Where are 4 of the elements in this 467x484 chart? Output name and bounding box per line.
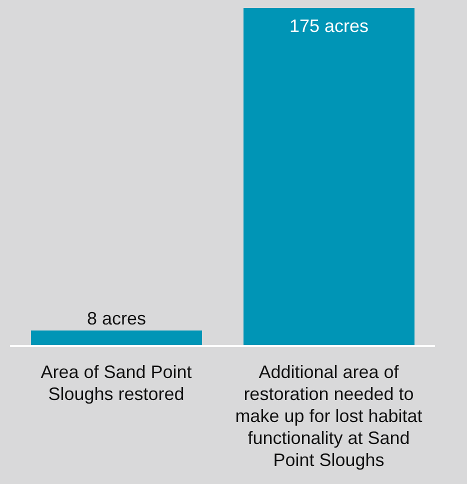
data-label: 8 acres bbox=[86, 308, 146, 329]
x-tick-label: Additional area of restoration needed to make up for lost habitat functionality at Sand Point Sloughs bbox=[235, 362, 422, 470]
data-label: 175 acres bbox=[289, 16, 369, 36]
x-tick-label: Area of Sand Point Sloughs restored bbox=[40, 362, 192, 404]
